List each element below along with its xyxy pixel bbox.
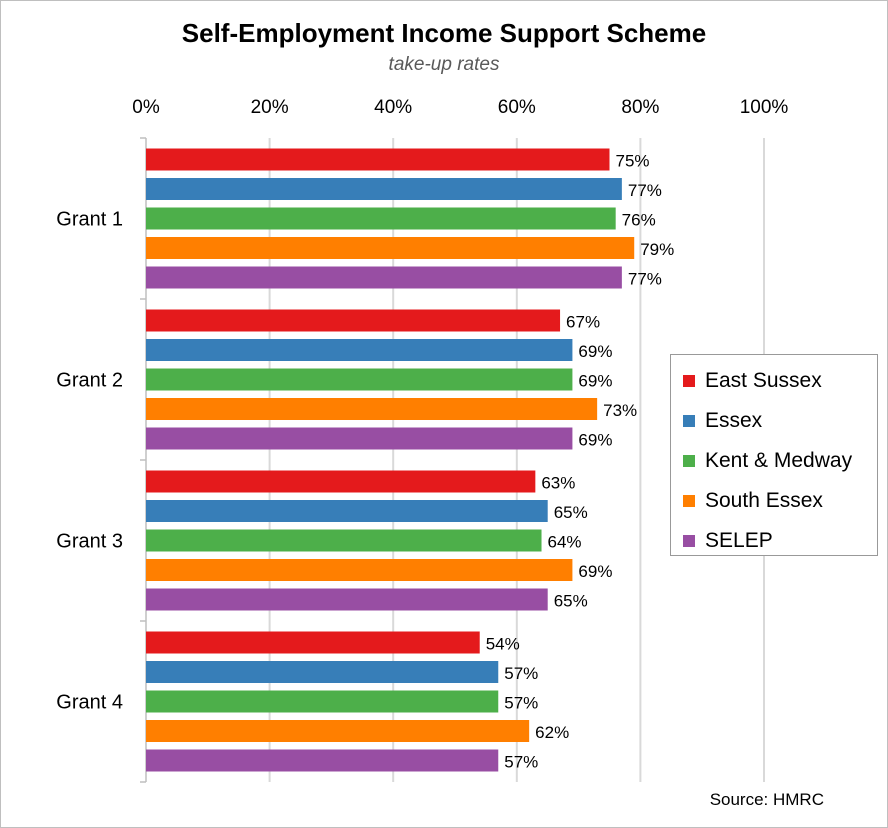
data-label: 57% <box>504 753 538 772</box>
bar <box>146 148 610 171</box>
legend-swatch <box>683 495 695 507</box>
legend-label: SELEP <box>705 529 773 552</box>
category-label: Grant 1 <box>56 209 123 231</box>
legend-label: South Essex <box>705 489 823 512</box>
bar <box>146 266 622 289</box>
category-label: Grant 4 <box>56 692 123 714</box>
data-label: 75% <box>616 152 650 171</box>
legend-label: Essex <box>705 409 763 432</box>
data-label: 69% <box>578 431 612 450</box>
data-label: 63% <box>541 474 575 493</box>
bar <box>146 398 598 420</box>
bar <box>146 339 573 361</box>
legend: East Sussex Essex Kent & Medway South Es… <box>670 354 878 556</box>
chart-title: Self-Employment Income Support Scheme <box>181 18 707 48</box>
data-label: 76% <box>622 211 656 230</box>
bar <box>146 588 548 611</box>
bar <box>146 500 548 522</box>
x-tick-label: 60% <box>498 97 536 118</box>
bar <box>146 207 616 230</box>
bar <box>146 309 561 332</box>
category-label: Grant 3 <box>56 531 123 553</box>
data-label: 67% <box>566 313 600 332</box>
legend-item: Kent & Medway <box>671 441 877 481</box>
x-tick-label: 80% <box>621 97 659 118</box>
legend-swatch <box>683 375 695 387</box>
bar <box>146 559 573 581</box>
x-tick-label: 40% <box>374 97 412 118</box>
data-label: 69% <box>578 372 612 391</box>
x-tick-label: 20% <box>251 97 289 118</box>
bar <box>146 661 499 683</box>
data-label: 77% <box>628 270 662 289</box>
bar <box>146 178 622 200</box>
data-label: 65% <box>554 592 588 611</box>
category-label: Grant 2 <box>56 370 123 392</box>
legend-item: East Sussex <box>671 361 877 401</box>
legend-item: South Essex <box>671 481 877 521</box>
bar <box>146 529 542 552</box>
data-label: 57% <box>504 664 538 683</box>
data-label: 54% <box>486 635 520 654</box>
legend-label: East Sussex <box>705 369 822 392</box>
chart-subtitle: take-up rates <box>388 54 500 75</box>
data-label: 65% <box>554 503 588 522</box>
data-label: 79% <box>640 240 674 259</box>
data-label: 62% <box>535 723 569 742</box>
x-tick-label: 0% <box>132 97 160 118</box>
bar <box>146 749 499 772</box>
source-note: Source: HMRC <box>709 790 824 809</box>
data-label: 77% <box>628 181 662 200</box>
bar <box>146 470 536 493</box>
legend-swatch <box>683 455 695 467</box>
x-tick-label: 100% <box>740 97 789 118</box>
legend-item: SELEP <box>671 521 877 561</box>
bar <box>146 690 499 713</box>
data-label: 73% <box>603 401 637 420</box>
legend-label: Kent & Medway <box>705 449 853 472</box>
legend-swatch <box>683 535 695 547</box>
data-label: 57% <box>504 694 538 713</box>
data-label: 64% <box>548 533 582 552</box>
data-label: 69% <box>578 562 612 581</box>
bar <box>146 720 530 742</box>
legend-swatch <box>683 415 695 427</box>
bar <box>146 427 573 450</box>
legend-item: Essex <box>671 401 877 441</box>
bar <box>146 237 635 259</box>
bar <box>146 368 573 391</box>
data-label: 69% <box>578 342 612 361</box>
bar <box>146 631 480 654</box>
